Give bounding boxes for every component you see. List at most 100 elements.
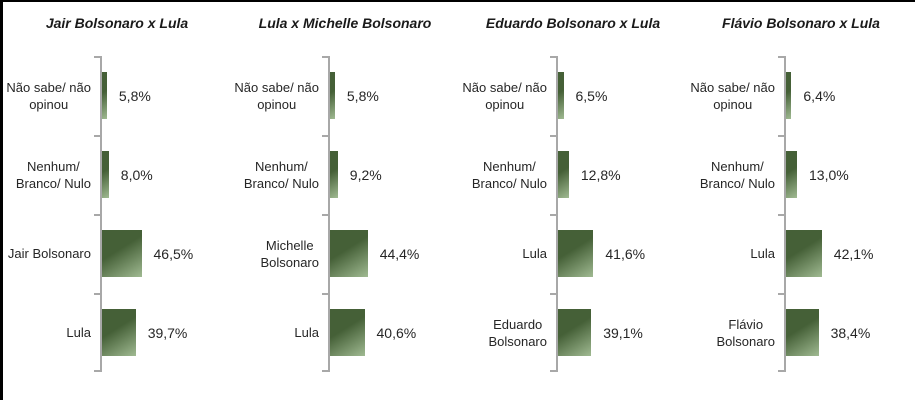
axis-tick xyxy=(322,135,329,137)
category-label: Não sabe/ não opinou xyxy=(234,79,319,112)
y-axis-line xyxy=(328,56,330,372)
value-label: 9,2% xyxy=(349,166,382,183)
bar-row: Não sabe/ não opinou 6,4% xyxy=(687,56,915,135)
value-label: 5,8% xyxy=(118,87,151,104)
value-label: 12,8% xyxy=(580,166,621,183)
bar xyxy=(102,151,109,198)
category-label: Nenhum/ Branco/ Nulo xyxy=(471,158,547,191)
chart-plot: Não sabe/ não opinou 6,4% Nenhum/ Branco… xyxy=(687,56,915,372)
y-axis-line xyxy=(556,56,558,372)
axis-tick xyxy=(94,135,101,137)
axis-tick xyxy=(778,293,785,295)
axis-tick xyxy=(778,135,785,137)
chart-plot: Não sabe/ não opinou 5,8% Nenhum/ Branco… xyxy=(231,56,459,372)
category-label: Nenhum/ Branco/ Nulo xyxy=(243,158,319,191)
bar xyxy=(558,309,592,356)
bar-row: Não sabe/ não opinou 6,5% xyxy=(459,56,687,135)
bar-row: Nenhum/ Branco/ Nulo 8,0% xyxy=(3,135,231,214)
axis-tick xyxy=(778,214,785,216)
category-label: Eduardo Bolsonaro xyxy=(488,316,547,349)
bar xyxy=(102,230,142,277)
category-label: Não sabe/ não opinou xyxy=(6,79,91,112)
value-label: 6,5% xyxy=(575,87,608,104)
chart-title: Lula x Michelle Bolsonaro xyxy=(258,15,432,31)
chart-plot: Não sabe/ não opinou 5,8% Nenhum/ Branco… xyxy=(3,56,231,372)
bar xyxy=(786,72,792,119)
axis-tick xyxy=(94,214,101,216)
category-label: Lula xyxy=(750,246,775,261)
bar xyxy=(330,151,338,198)
chart-title: Jair Bolsonaro x Lula xyxy=(45,15,189,31)
axis-tick xyxy=(550,370,557,372)
axis-tick xyxy=(322,293,329,295)
category-label: Jair Bolsonaro xyxy=(7,246,91,261)
axis-tick xyxy=(94,56,101,58)
axis-tick xyxy=(778,370,785,372)
category-label: Flávio Bolsonaro xyxy=(716,316,775,349)
bar-row: Lula 40,6% xyxy=(231,293,459,372)
bar-row: Jair Bolsonaro 46,5% xyxy=(3,214,231,293)
bar-row: Michelle Bolsonaro 44,4% xyxy=(231,214,459,293)
chart-title: Flávio Bolsonaro x Lula xyxy=(722,15,880,31)
value-label: 44,4% xyxy=(379,245,420,262)
value-label: 42,1% xyxy=(833,245,874,262)
bar-row: Eduardo Bolsonaro 39,1% xyxy=(459,293,687,372)
axis-tick xyxy=(94,293,101,295)
bar xyxy=(558,151,569,198)
chart-lula-x-michelle-bolsonaro: Lula x Michelle Bolsonaro Não sabe/ não … xyxy=(231,2,459,400)
bar xyxy=(786,151,797,198)
axis-tick xyxy=(322,56,329,58)
axis-tick xyxy=(550,293,557,295)
axis-tick xyxy=(550,135,557,137)
y-axis-line xyxy=(100,56,102,372)
value-label: 38,4% xyxy=(830,324,871,341)
category-label: Nenhum/ Branco/ Nulo xyxy=(15,158,91,191)
value-label: 6,4% xyxy=(803,87,836,104)
value-label: 5,8% xyxy=(346,87,379,104)
bar xyxy=(102,72,107,119)
bar xyxy=(330,309,365,356)
bar-row: Lula 39,7% xyxy=(3,293,231,372)
bar-row: Lula 42,1% xyxy=(687,214,915,293)
bar xyxy=(330,72,335,119)
bar-row: Lula 41,6% xyxy=(459,214,687,293)
value-label: 41,6% xyxy=(605,245,646,262)
bar-row: Nenhum/ Branco/ Nulo 12,8% xyxy=(459,135,687,214)
axis-tick xyxy=(550,214,557,216)
value-label: 46,5% xyxy=(153,245,194,262)
chart-flavio-bolsonaro-x-lula: Flávio Bolsonaro x Lula Não sabe/ não op… xyxy=(687,2,915,400)
y-axis-line xyxy=(784,56,786,372)
bar xyxy=(330,230,368,277)
bar xyxy=(558,230,594,277)
value-label: 39,1% xyxy=(603,324,643,341)
category-label: Lula xyxy=(522,246,547,261)
category-label: Não sabe/ não opinou xyxy=(462,79,547,112)
bar-row: Nenhum/ Branco/ Nulo 13,0% xyxy=(687,135,915,214)
axis-tick xyxy=(322,370,329,372)
category-label: Não sabe/ não opinou xyxy=(690,79,775,112)
chart-title: Eduardo Bolsonaro x Lula xyxy=(485,15,661,31)
bar xyxy=(786,309,819,356)
category-label: Michelle Bolsonaro xyxy=(260,237,319,270)
category-label: Lula xyxy=(294,325,319,340)
bar-row: Não sabe/ não opinou 5,8% xyxy=(231,56,459,135)
chart-plot: Não sabe/ não opinou 6,5% Nenhum/ Branco… xyxy=(459,56,687,372)
category-label: Nenhum/ Branco/ Nulo xyxy=(699,158,775,191)
axis-tick xyxy=(778,56,785,58)
bar-row: Não sabe/ não opinou 5,8% xyxy=(3,56,231,135)
bar xyxy=(102,309,136,356)
value-label: 39,7% xyxy=(147,324,188,341)
bar xyxy=(786,230,822,277)
bar-row: Nenhum/ Branco/ Nulo 9,2% xyxy=(231,135,459,214)
value-label: 13,0% xyxy=(809,166,849,183)
chart-jair-bolsonaro-x-lula: Jair Bolsonaro x Lula Não sabe/ não opin… xyxy=(3,2,231,400)
category-label: Lula xyxy=(66,325,91,340)
value-label: 40,6% xyxy=(376,324,417,341)
value-label: 8,0% xyxy=(120,166,153,183)
bar xyxy=(558,72,564,119)
chart-eduardo-bolsonaro-x-lula: Eduardo Bolsonaro x Lula Não sabe/ não o… xyxy=(459,2,687,400)
axis-tick xyxy=(550,56,557,58)
bar-row: Flávio Bolsonaro 38,4% xyxy=(687,293,915,372)
axis-tick xyxy=(94,370,101,372)
